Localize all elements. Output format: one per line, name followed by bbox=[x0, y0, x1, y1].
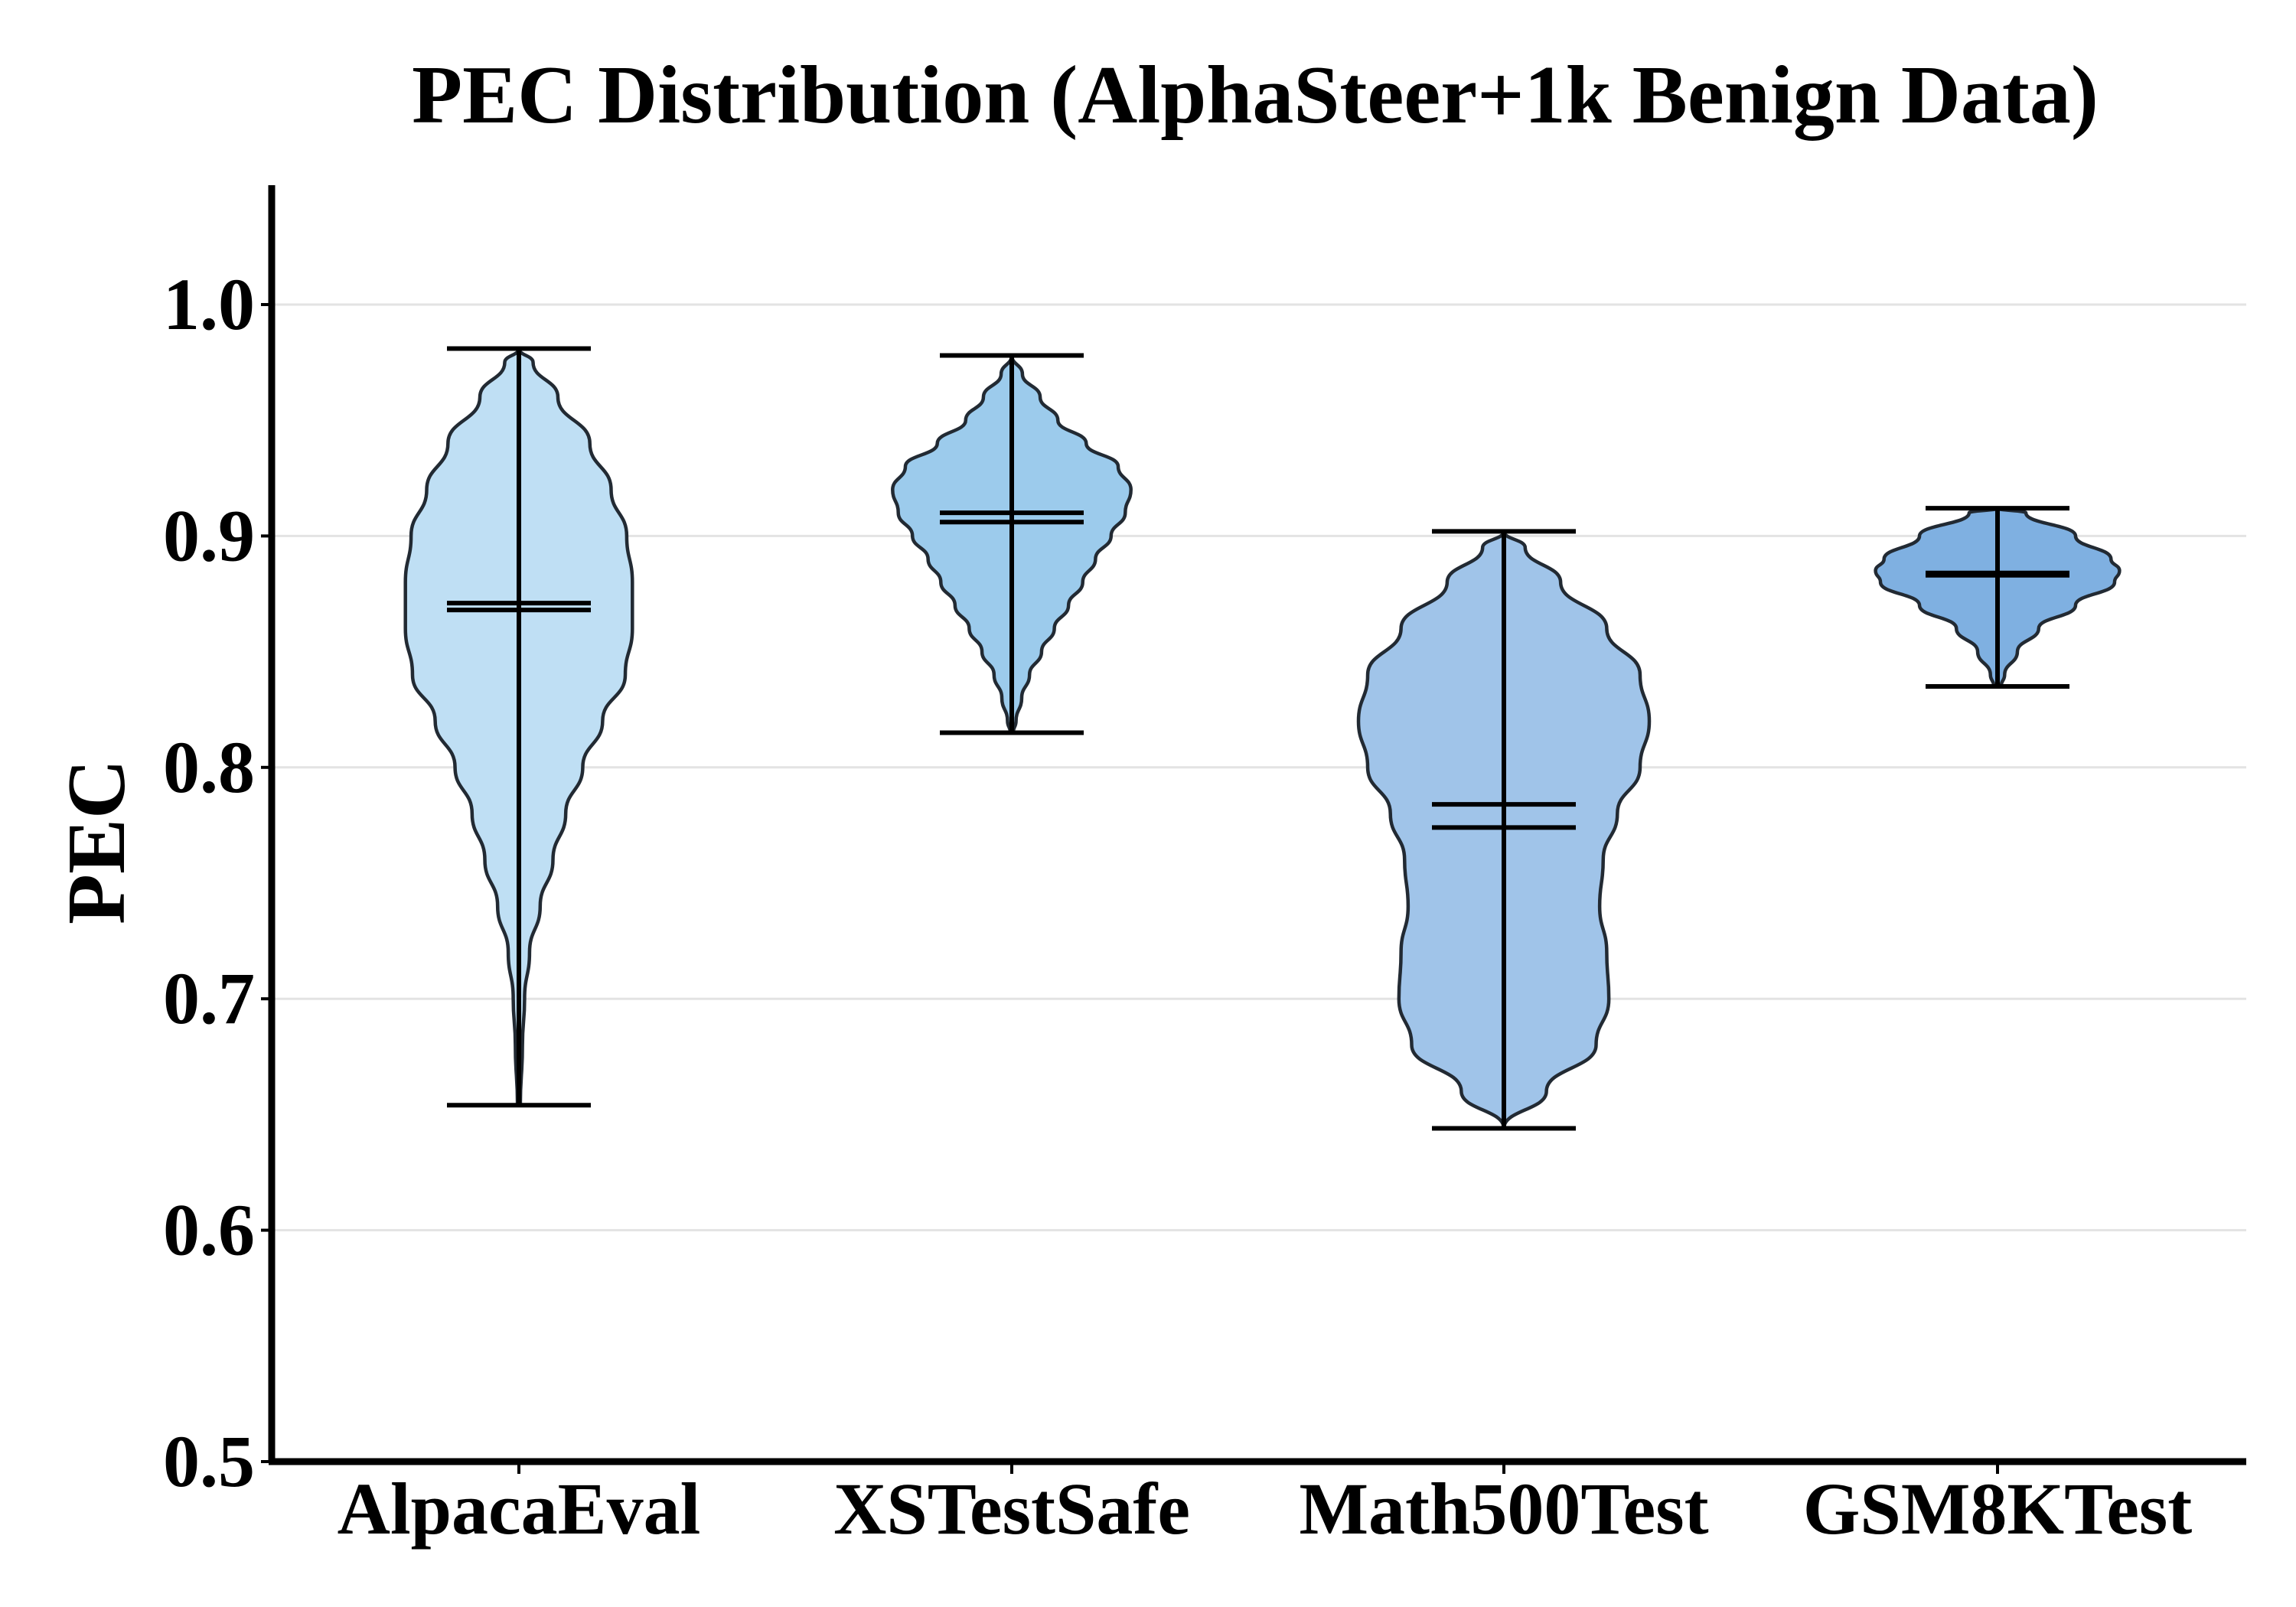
y-tick-label: 0.7 bbox=[163, 957, 255, 1039]
y-tick-label: 0.9 bbox=[163, 494, 255, 576]
y-tick-label: 1.0 bbox=[163, 263, 255, 345]
y-tick-label: 0.5 bbox=[163, 1420, 255, 1502]
y-tick-label: 0.8 bbox=[163, 726, 255, 808]
x-tick-label: Math500Test bbox=[1299, 1468, 1708, 1550]
x-tick-label: AlpacaEval bbox=[338, 1468, 701, 1550]
y-tick-label: 0.6 bbox=[163, 1189, 255, 1271]
violins bbox=[403, 346, 2122, 1131]
y-ticks: 0.5 0.6 0.7 0.8 0.9 1.0 bbox=[163, 263, 272, 1502]
chart-title: PEC Distribution (AlphaSteer+1k Benign D… bbox=[412, 50, 2099, 141]
violin-AlpacaEval bbox=[403, 346, 634, 1108]
violin-Math500Test bbox=[1356, 529, 1652, 1131]
violin-XSTestSafe bbox=[891, 353, 1133, 735]
violin-GSM8KTest bbox=[1874, 506, 2122, 689]
x-ticks: AlpacaEval XSTestSafe Math500Test GSM8KTest bbox=[338, 1462, 2193, 1550]
y-axis-label: PEC bbox=[51, 759, 142, 924]
axes bbox=[268, 185, 2246, 1465]
x-tick-label: GSM8KTest bbox=[1803, 1468, 2193, 1550]
x-tick-label: XSTestSafe bbox=[833, 1468, 1190, 1550]
